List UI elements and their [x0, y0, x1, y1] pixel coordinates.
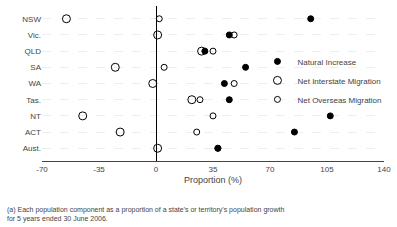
svg-text:Tas.: Tas.: [26, 95, 41, 104]
svg-text:Proportion (%): Proportion (%): [184, 175, 242, 185]
svg-text:0: 0: [154, 165, 159, 174]
svg-text:70: 70: [266, 165, 275, 174]
svg-text:QLD: QLD: [25, 47, 42, 56]
svg-text:Net Interstate Migration: Net Interstate Migration: [297, 77, 380, 86]
svg-text:WA: WA: [28, 79, 41, 88]
svg-text:NSW: NSW: [22, 15, 41, 24]
svg-text:Net Overseas Migration: Net Overseas Migration: [297, 96, 381, 105]
svg-text:105: 105: [320, 165, 334, 174]
svg-text:NT: NT: [30, 112, 41, 121]
svg-text:Aust.: Aust.: [23, 144, 41, 153]
svg-text:SA: SA: [30, 63, 41, 72]
svg-text:35: 35: [209, 165, 218, 174]
svg-text:-70: -70: [36, 165, 48, 174]
svg-text:(a) Each population component: (a) Each population component as a propo…: [7, 206, 284, 223]
svg-text:ACT: ACT: [25, 128, 41, 137]
svg-text:Natural Increase: Natural Increase: [297, 58, 356, 67]
svg-text:-35: -35: [93, 165, 105, 174]
svg-text:Vic.: Vic.: [28, 31, 41, 40]
svg-text:140: 140: [377, 165, 391, 174]
